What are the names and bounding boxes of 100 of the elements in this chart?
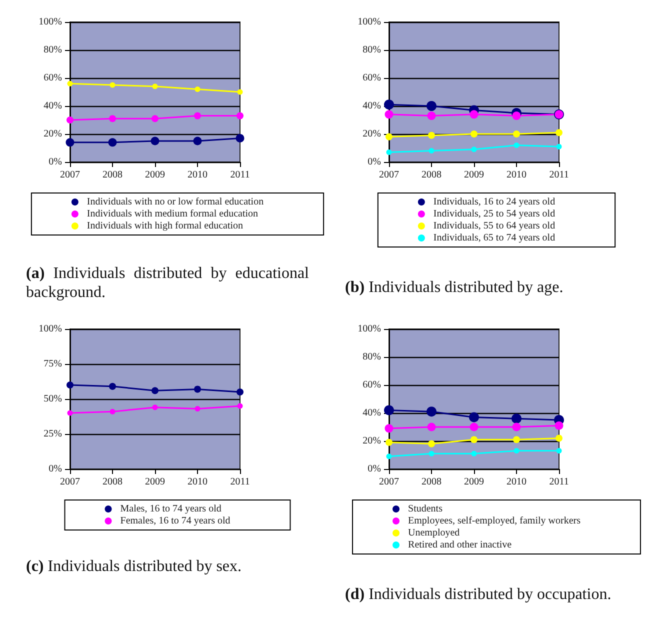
point <box>110 408 116 414</box>
point <box>236 388 244 396</box>
legend-label: Unemployed <box>408 528 460 538</box>
point <box>428 450 434 456</box>
point <box>108 138 117 147</box>
point <box>514 448 520 454</box>
legend-label: Males, 16 to 74 years old <box>120 504 222 514</box>
y-tick-label: 0% <box>48 464 62 474</box>
point <box>471 146 477 152</box>
x-tick-label: 2009 <box>145 170 165 180</box>
point <box>556 144 562 150</box>
point <box>66 138 74 147</box>
y-tick-label: 100% <box>38 324 62 334</box>
point <box>470 422 478 432</box>
point <box>470 130 478 138</box>
legend-label: Employees, self-employed, family workers <box>408 516 581 526</box>
point <box>384 100 394 110</box>
point <box>66 382 74 388</box>
legend-label: Females, 16 to 74 years old <box>120 516 230 526</box>
y-tick-label: 25% <box>44 428 62 440</box>
point <box>427 112 436 120</box>
y-tick-label: 60% <box>362 380 381 390</box>
y-tick-label: 80% <box>362 44 381 56</box>
y-tick-label: 60% <box>44 72 62 84</box>
point <box>66 116 74 124</box>
point <box>513 436 520 444</box>
y-tick-label: 50% <box>44 394 62 404</box>
point <box>194 406 200 412</box>
point <box>471 450 477 456</box>
x-tick-label: 2007 <box>379 476 399 488</box>
legend-label: Individuals, 16 to 24 years old <box>433 196 556 208</box>
point <box>150 136 160 146</box>
legend-label: Students <box>408 504 443 514</box>
x-tick-label: 2011 <box>230 170 250 180</box>
point <box>428 132 435 139</box>
x-tick-label: 2010 <box>188 476 208 488</box>
x-tick-label: 2010 <box>188 170 208 180</box>
y-tick-label: 100% <box>38 16 62 28</box>
x-tick-label: 2010 <box>506 476 526 488</box>
legend-label: Individuals with no or low formal education <box>86 196 264 208</box>
point <box>428 440 435 448</box>
y-tick-label: 20% <box>362 436 381 446</box>
x-tick-label: 2009 <box>145 476 165 488</box>
y-tick-label: 100% <box>358 324 381 334</box>
point <box>512 414 522 424</box>
text: (b) Individuals distributed by age. <box>345 279 564 296</box>
point <box>469 412 479 422</box>
legend-label: Individuals with high formal education <box>86 220 244 232</box>
y-tick-label: 0% <box>368 156 381 168</box>
point <box>110 82 116 88</box>
point <box>384 424 394 433</box>
point <box>152 84 158 90</box>
x-tick-label: 2008 <box>102 476 122 488</box>
legend-label: Individuals, 65 to 74 years old <box>433 232 556 244</box>
point <box>427 422 436 432</box>
point <box>67 80 73 86</box>
y-tick-label: 40% <box>362 408 381 418</box>
point <box>194 86 200 92</box>
point <box>512 422 521 432</box>
point <box>428 148 434 154</box>
point <box>513 130 520 138</box>
point <box>554 421 564 430</box>
point <box>426 101 436 111</box>
point <box>556 129 562 136</box>
x-tick-label: 2007 <box>60 476 80 488</box>
point <box>556 434 562 442</box>
point <box>152 115 158 122</box>
x-tick-label: 2009 <box>464 170 484 180</box>
y-tick-label: 0% <box>48 156 62 168</box>
point <box>152 387 158 394</box>
y-tick-label: 20% <box>44 128 62 140</box>
point <box>109 115 116 122</box>
x-tick-label: 2011 <box>230 476 250 488</box>
legend-label: Individuals with medium formal education <box>86 208 258 220</box>
point <box>193 136 202 146</box>
x-tick-label: 2007 <box>379 170 399 180</box>
y-tick-label: 40% <box>362 100 381 112</box>
legend-label: Individuals, 25 to 54 years old <box>433 208 556 220</box>
x-tick-label: 2010 <box>506 170 526 180</box>
point <box>237 89 243 95</box>
point <box>67 410 73 416</box>
text: (a) Individuals distributed by educational background. <box>26 265 309 301</box>
y-tick-label: 60% <box>362 72 381 84</box>
point <box>386 454 392 460</box>
x-tick-label: 2011 <box>549 170 569 180</box>
x-tick-label: 2008 <box>422 170 442 180</box>
x-tick-label: 2007 <box>60 170 80 180</box>
point <box>237 403 243 409</box>
point <box>512 112 521 120</box>
point <box>384 110 394 119</box>
y-tick-label: 100% <box>358 16 381 28</box>
y-tick-label: 40% <box>44 100 62 112</box>
point <box>236 112 244 120</box>
point <box>470 110 478 119</box>
y-tick-label: 80% <box>362 352 381 362</box>
point <box>194 112 201 120</box>
point <box>109 382 116 390</box>
point <box>426 406 436 417</box>
point <box>514 142 520 148</box>
legend-label: Retired and other inactive <box>408 540 512 550</box>
